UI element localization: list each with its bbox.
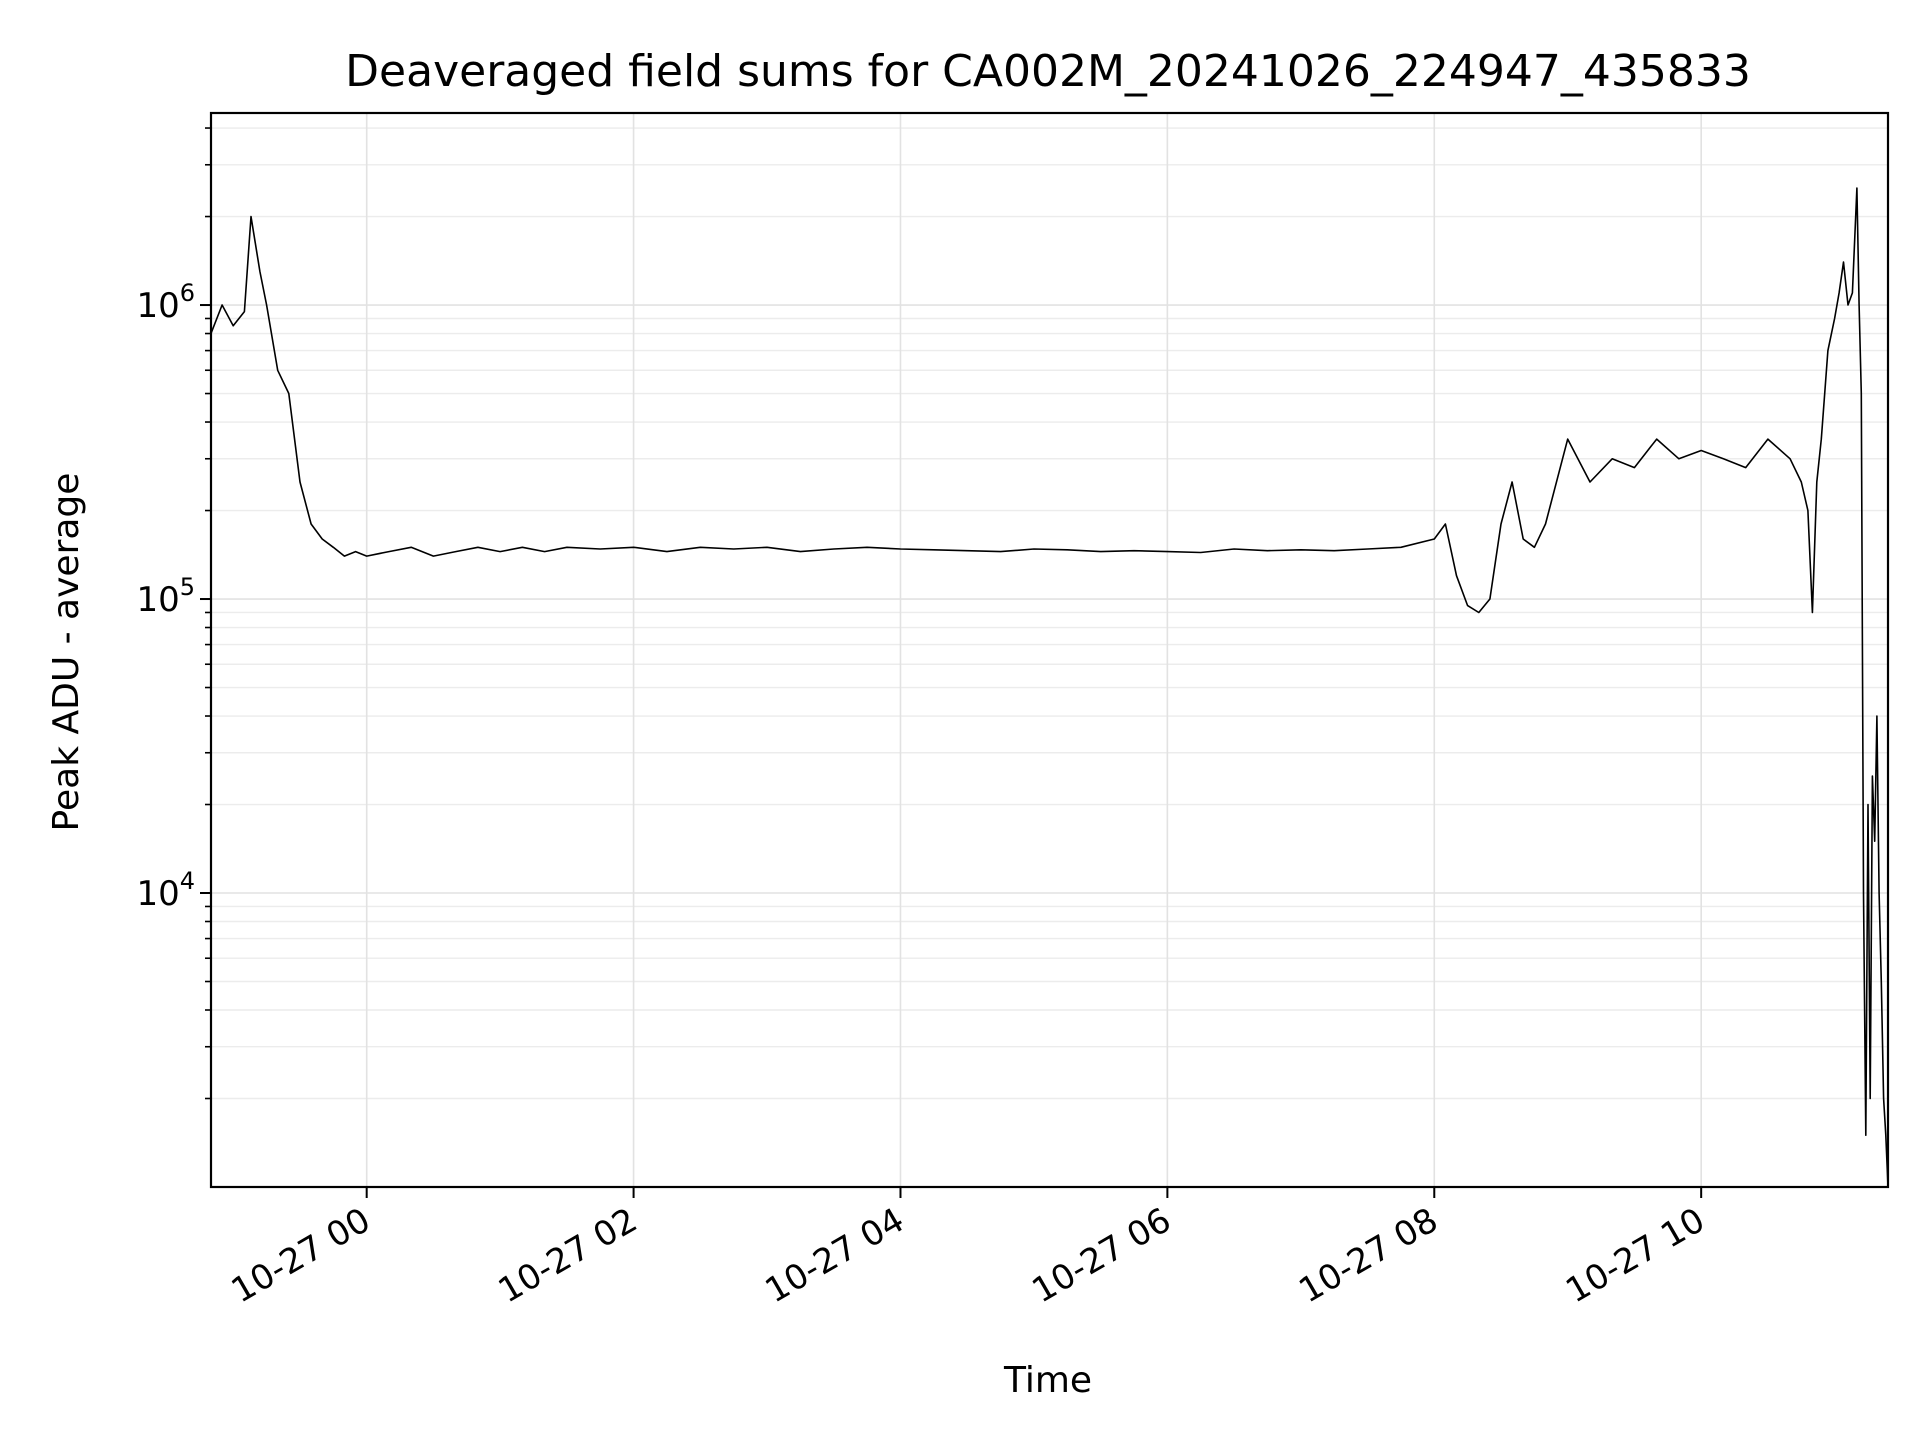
y-axis-label: Peak ADU - average <box>46 473 87 832</box>
data-line <box>211 187 1888 1187</box>
x-axis-label: Time <box>1003 1360 1092 1401</box>
plot-frame <box>209 111 1890 1189</box>
grid <box>211 113 1888 1187</box>
y-tick-label: 104 <box>136 867 195 914</box>
data-line-group <box>211 187 1888 1187</box>
chart-title: Deaveraged field sums for CA002M_2024102… <box>345 46 1751 97</box>
y-tick-label: 105 <box>136 573 195 620</box>
y-axis: 104 105 106 <box>136 127 211 1100</box>
y-tick-label: 106 <box>136 279 195 326</box>
